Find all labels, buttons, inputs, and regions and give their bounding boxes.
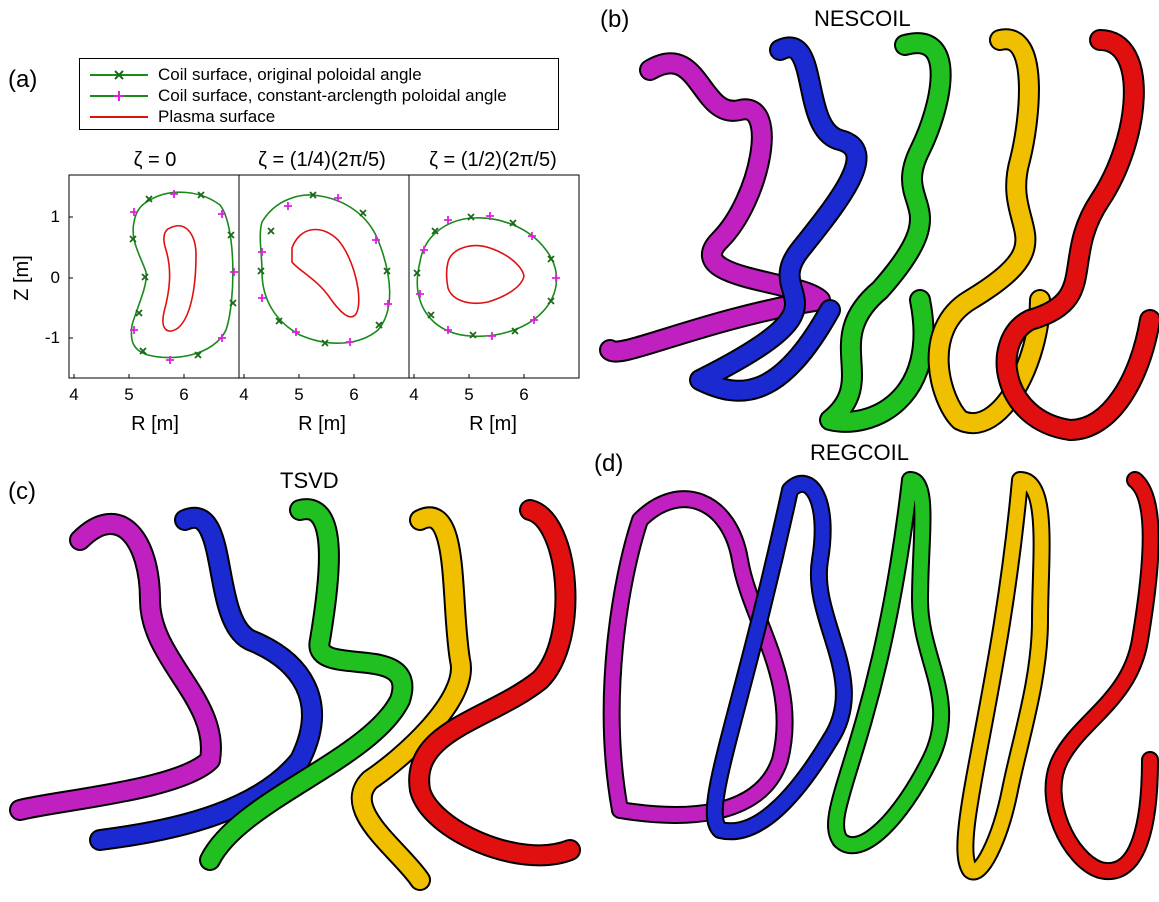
x-tick-labels: 4 5 6 4 5 6 4 5 6 [69, 385, 528, 404]
plasma-surface-2 [291, 228, 360, 318]
panel-b-title: NESCOIL [814, 6, 911, 31]
svg-text:5: 5 [464, 385, 473, 404]
panel-b-coils [599, 28, 1159, 441]
legend-entry-original: Coil surface, original poloidal angle [88, 65, 558, 85]
y-tick-neg1: -1 [45, 328, 60, 347]
coil-surface-2 [259, 194, 391, 344]
legend-swatch-plasma [90, 116, 148, 118]
arclength-angle-markers [130, 190, 560, 364]
svg-text:6: 6 [349, 385, 358, 404]
legend-entry-arclength: Coil surface, constant-arclength poloida… [88, 86, 558, 106]
y-axis-label: Z [m] [11, 255, 33, 301]
y-tick-labels: 1 0 -1 [45, 207, 60, 347]
panel-d-label: (d) [594, 450, 624, 477]
panel-b-label: (b) [600, 6, 630, 33]
svg-text:5: 5 [124, 385, 133, 404]
svg-text:4: 4 [409, 385, 418, 404]
svg-text:6: 6 [519, 385, 528, 404]
legend-swatch-arclength [90, 91, 148, 101]
subplot-title-3: ζ = (1/2)(2π/5) [429, 149, 557, 171]
panel-c-coils [9, 498, 581, 891]
panel-d-coils [602, 471, 1159, 881]
svg-text:4: 4 [69, 385, 78, 404]
y-tick-0: 0 [51, 268, 60, 287]
subplot-title-1: ζ = 0 [134, 149, 177, 171]
subplot-2-curves [259, 194, 391, 344]
panel-c-label: (c) [8, 478, 36, 505]
subplot-2-frame [238, 174, 410, 379]
legend: Coil surface, original poloidal angle Co… [79, 58, 559, 130]
svg-text:R [m]: R [m] [131, 413, 179, 435]
panel-a-plots [68, 174, 580, 379]
subplot-title-2: ζ = (1/4)(2π/5) [258, 149, 386, 171]
y-tick-1: 1 [51, 207, 60, 226]
tick-marks [69, 216, 525, 378]
legend-entry-plasma: Plasma surface [88, 107, 558, 127]
panel-a-label: (a) [8, 66, 38, 93]
legend-text-original: Coil surface, original poloidal angle [158, 65, 422, 84]
subplot-3-frame [408, 174, 580, 379]
legend-text-arclength: Coil surface, constant-arclength poloida… [158, 86, 507, 105]
plasma-surface-3 [445, 244, 525, 304]
svg-text:R [m]: R [m] [469, 413, 517, 435]
original-angle-markers [129, 191, 555, 359]
panel-d-title: REGCOIL [810, 440, 910, 465]
svg-text:4: 4 [239, 385, 248, 404]
svg-text:5: 5 [294, 385, 303, 404]
plasma-surface-1 [162, 225, 197, 332]
legend-swatch-original [90, 70, 148, 80]
svg-text:R [m]: R [m] [298, 413, 346, 435]
x-axis-labels: R [m] R [m] R [m] [131, 413, 517, 435]
svg-text:6: 6 [179, 385, 188, 404]
panel-c-title: TSVD [280, 468, 339, 493]
legend-text-plasma: Plasma surface [158, 107, 276, 126]
subplot-1-frame [68, 174, 240, 379]
